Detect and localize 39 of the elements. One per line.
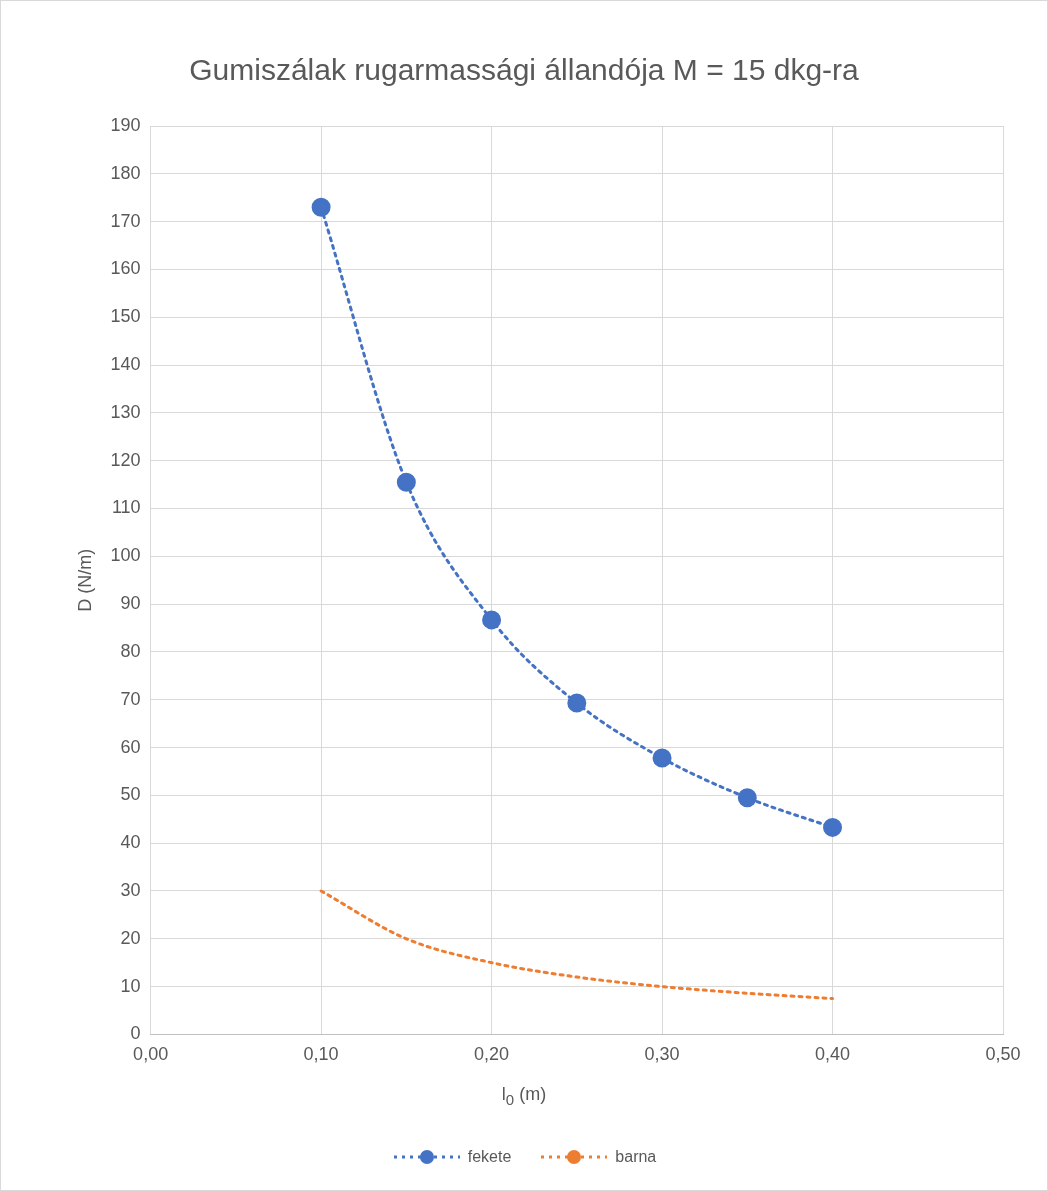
y-tick-label: 160 <box>110 258 141 279</box>
line-series <box>319 889 835 1001</box>
x-tick-label: 0,30 <box>644 1044 680 1065</box>
y-tick-label: 100 <box>110 545 141 566</box>
legend-label: barna <box>615 1148 657 1166</box>
x-tick-label: 0,50 <box>985 1044 1021 1065</box>
point <box>396 472 416 492</box>
point <box>311 197 331 217</box>
y-tick-label: 170 <box>110 210 141 231</box>
x-tick-label: 0,10 <box>303 1044 339 1065</box>
y-tick-label: 60 <box>120 736 141 757</box>
y-tick-label: 30 <box>120 879 141 900</box>
y-tick-label: 50 <box>120 784 141 805</box>
legend-label: fekete <box>467 1148 512 1166</box>
y-tick-label: 20 <box>120 927 141 948</box>
y-tick-label: 150 <box>110 306 141 327</box>
point <box>567 693 587 713</box>
y-tick-label: 190 <box>110 114 141 135</box>
point <box>737 788 757 808</box>
y-tick-label: 130 <box>110 401 141 422</box>
chart-title: Gumiszálak rugarmassági állandója M = 15 dkg-ra <box>188 53 860 87</box>
point <box>482 610 502 630</box>
y-tick-label: 0 <box>130 1023 141 1044</box>
x-tick-label: 0,00 <box>133 1044 169 1065</box>
y-tick-label: 140 <box>110 354 141 375</box>
y-tick-label: 120 <box>110 449 141 470</box>
y-tick-label: 110 <box>111 497 141 518</box>
x-axis-title: l$_{0}$ (m) <box>500 1084 548 1108</box>
y-tick-label: 180 <box>110 162 141 183</box>
y-axis-title: D (N/m) <box>74 548 95 612</box>
y-tick-label: 80 <box>120 640 141 661</box>
y-tick-label: 10 <box>120 975 141 996</box>
y-tick-label: 70 <box>120 688 141 709</box>
x-tick-label: 0,20 <box>474 1044 510 1065</box>
y-tick-label: 90 <box>120 593 141 614</box>
y-tick-label: 40 <box>120 832 141 853</box>
point <box>823 817 843 837</box>
point <box>652 748 672 768</box>
x-tick-label: 0,40 <box>815 1044 851 1065</box>
